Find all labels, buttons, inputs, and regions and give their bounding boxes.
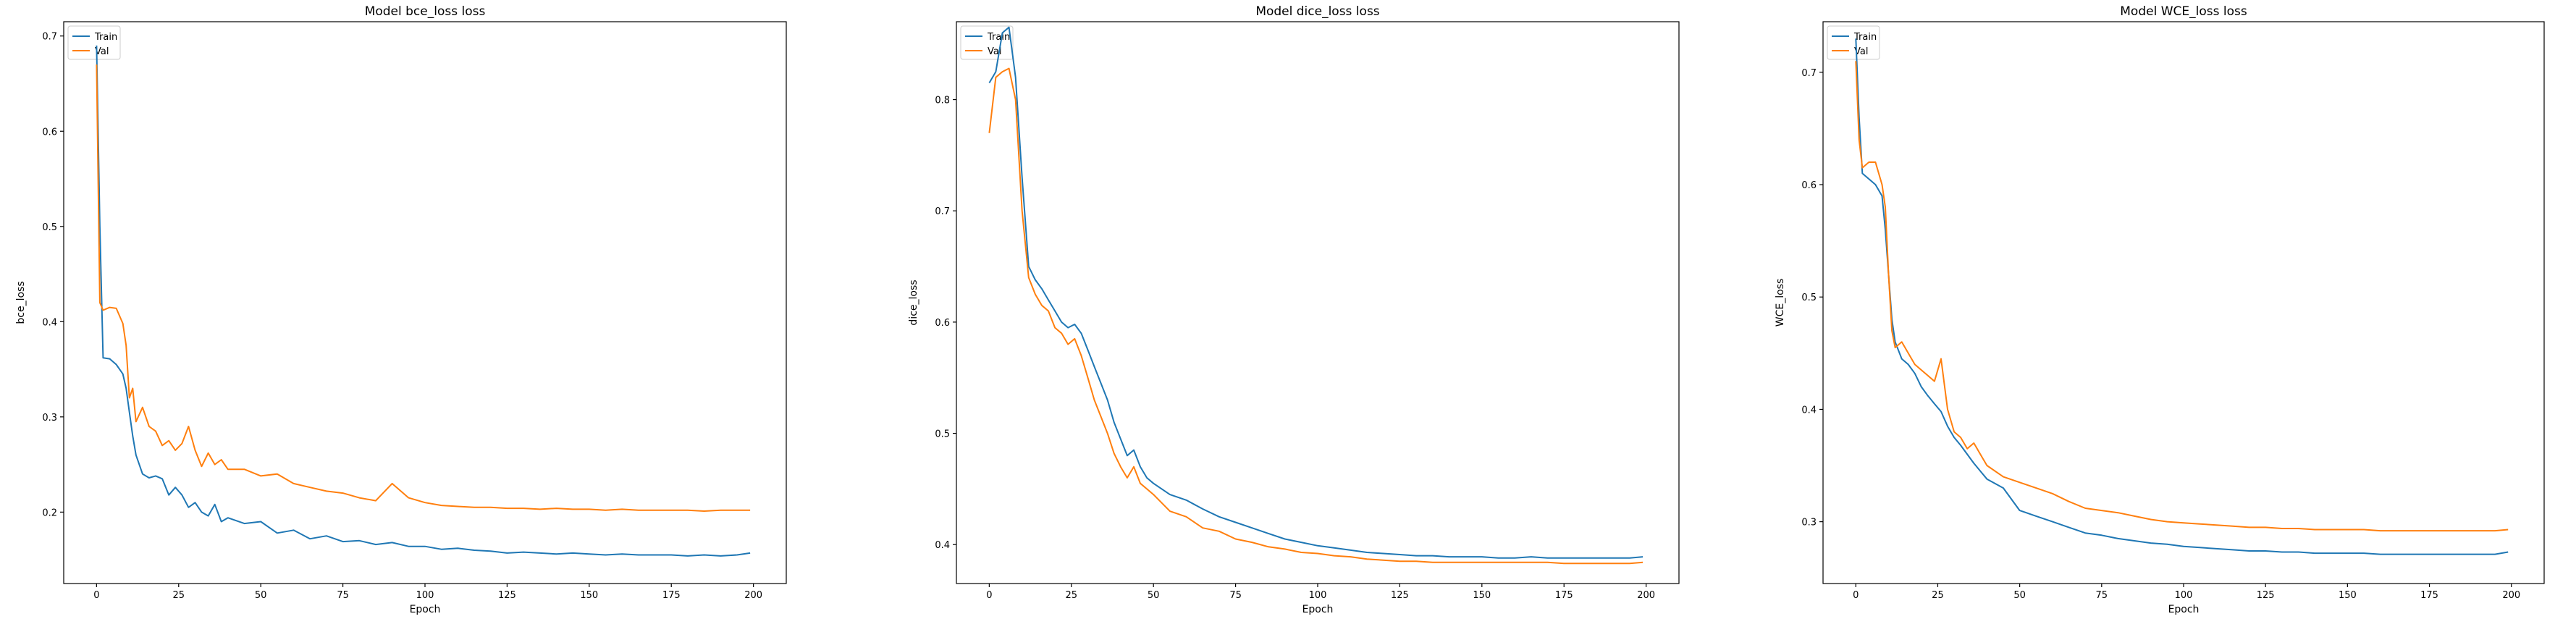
y-tick-label: 0.6: [935, 318, 950, 329]
x-tick-label: 75: [1229, 590, 1242, 601]
y-tick-label: 0.5: [935, 429, 950, 440]
x-tick-label: 25: [1932, 590, 1944, 601]
x-tick-label: 0: [93, 590, 99, 601]
x-tick-label: 100: [416, 590, 434, 601]
x-tick-label: 50: [255, 590, 267, 601]
x-tick-label: 0: [1853, 590, 1859, 601]
y-tick-label: 0.6: [42, 127, 57, 138]
legend-label-train: Train: [1853, 32, 1877, 43]
series-line-val: [988, 67, 1643, 565]
legend-box: [1827, 25, 1880, 60]
legend-label-val: Val: [95, 46, 109, 57]
x-tick-label: 125: [498, 590, 516, 601]
chart-title: Model WCE_loss loss: [2120, 4, 2247, 19]
series-line-train: [988, 26, 1643, 559]
x-tick-label: 175: [1555, 590, 1573, 601]
legend: Train Val: [67, 25, 121, 60]
y-tick-label: 0.3: [1801, 518, 1817, 529]
x-tick-label: 150: [580, 590, 598, 601]
chart-title: Model dice_loss loss: [1255, 4, 1379, 19]
x-tick-label: 175: [2420, 590, 2438, 601]
dice-loss-panel: Model dice_loss loss Epoch dice_loss Tra…: [908, 4, 1680, 615]
chart-title: Model bce_loss loss: [365, 4, 486, 19]
legend-label-val: Val: [1854, 46, 1868, 57]
plot-frame: [1822, 21, 2545, 584]
y-axis-label: dice_loss: [908, 279, 919, 325]
x-tick-label: 25: [172, 590, 185, 601]
legend-label-train: Train: [987, 32, 1010, 43]
y-tick-label: 0.7: [1801, 68, 1817, 79]
bce-loss-panel: Model bce_loss loss Epoch bce_loss Train…: [15, 4, 787, 615]
x-axis-label: Epoch: [2168, 604, 2200, 615]
legend: Train Val: [1827, 25, 1880, 60]
x-tick-label: 200: [744, 590, 762, 601]
x-tick-label: 100: [1309, 590, 1327, 601]
y-tick-label: 0.7: [42, 32, 57, 43]
x-tick-label: 75: [2096, 590, 2108, 601]
y-tick-label: 0.3: [42, 413, 57, 424]
wce-loss-panel: Model WCE_loss loss Epoch WCE_loss Train…: [1775, 4, 2545, 615]
y-tick-label: 0.8: [935, 96, 950, 106]
y-axis-label: WCE_loss: [1775, 279, 1786, 327]
y-tick-label: 0.6: [1801, 180, 1817, 191]
plot-frame: [63, 21, 787, 584]
x-tick-label: 150: [2339, 590, 2357, 601]
legend-label-train: Train: [94, 32, 117, 43]
y-axis-label: bce_loss: [15, 281, 27, 324]
series-line-train: [1855, 38, 2509, 555]
x-tick-label: 100: [2175, 590, 2193, 601]
plot-frame: [956, 21, 1680, 584]
series-line-val: [96, 64, 751, 512]
x-tick-label: 50: [1148, 590, 1160, 601]
y-tick-label: 0.4: [42, 317, 57, 328]
y-tick-label: 0.2: [42, 508, 57, 518]
series-line-val: [1855, 61, 2509, 532]
y-tick-label: 0.5: [1801, 292, 1817, 303]
legend-box: [67, 25, 121, 60]
x-tick-label: 75: [337, 590, 349, 601]
x-tick-label: 125: [2257, 590, 2275, 601]
x-tick-label: 0: [986, 590, 992, 601]
x-tick-label: 150: [1473, 590, 1491, 601]
x-tick-label: 125: [1391, 590, 1409, 601]
x-axis-label: Epoch: [410, 604, 441, 615]
x-tick-label: 175: [662, 590, 681, 601]
y-tick-label: 0.7: [935, 206, 950, 217]
series-line-train: [96, 45, 751, 557]
x-tick-label: 50: [2013, 590, 2026, 601]
y-tick-label: 0.4: [935, 540, 950, 551]
x-tick-label: 200: [2502, 590, 2520, 601]
x-tick-label: 25: [1065, 590, 1077, 601]
x-tick-label: 200: [1637, 590, 1655, 601]
y-tick-label: 0.4: [1801, 405, 1817, 416]
x-axis-label: Epoch: [1302, 604, 1334, 615]
y-tick-label: 0.5: [42, 222, 57, 233]
